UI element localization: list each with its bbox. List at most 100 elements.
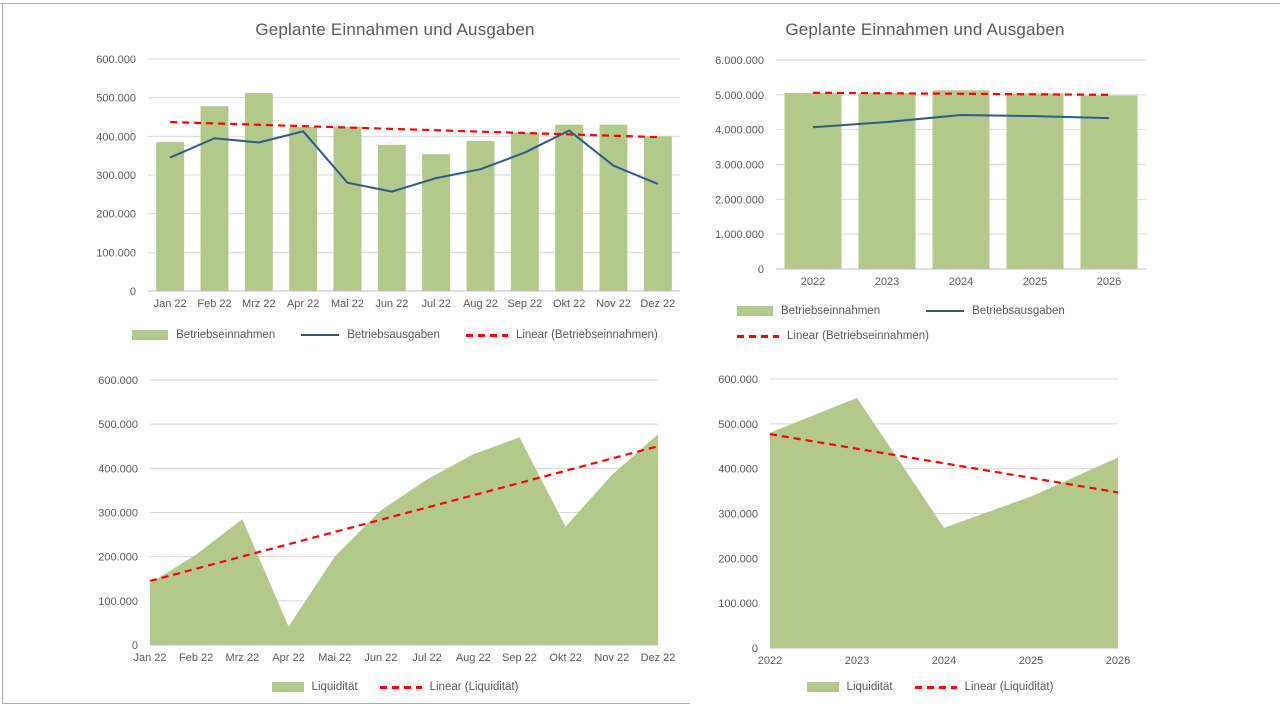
bar-series <box>156 93 672 292</box>
chart-title: Geplante Einnahmen und Ausgaben <box>255 20 535 39</box>
x-tick-label: Jun 22 <box>375 298 408 310</box>
area-series <box>150 434 658 645</box>
x-tick-label: Apr 22 <box>287 298 319 310</box>
x-tick-label: Okt 22 <box>553 298 585 310</box>
x-tick-label: 2023 <box>845 655 869 667</box>
y-tick-label: 400.000 <box>718 464 758 476</box>
x-tick-label: Jul 22 <box>421 298 450 310</box>
y-tick-label: 300.000 <box>718 509 758 521</box>
x-axis-labels: 2022 2023 2024 2025 2026 <box>801 276 1121 288</box>
bar <box>289 127 318 291</box>
y-tick-label: 500.000 <box>96 93 136 105</box>
x-tick-label: Dez 22 <box>641 652 676 664</box>
chart-einnahmen-ausgaben-yearly: Geplante Einnahmen und Ausgaben 0 1.000.0… <box>690 4 1170 356</box>
canvas-bottom-border <box>2 703 690 704</box>
bar <box>932 90 990 270</box>
y-tick-label: 400.000 <box>98 463 138 475</box>
y-tick-label: 2.000.000 <box>715 194 764 206</box>
chart-liquiditaet-yearly: 0 100.000 200.000 300.000 400.000 500.000 600.… <box>690 362 1170 714</box>
legend-item-betriebsausgaben: Betriebsausgaben <box>926 305 1065 317</box>
x-tick-label: Dez 22 <box>640 298 675 310</box>
x-tick-label: 2024 <box>932 655 956 667</box>
y-tick-label: 200.000 <box>718 553 758 565</box>
bar <box>244 93 273 291</box>
legend-label: Linear (Betriebseinnahmen) <box>787 330 929 342</box>
x-tick-label: Mrz 22 <box>242 298 276 310</box>
bar <box>510 132 539 291</box>
bar <box>200 106 229 291</box>
bar <box>1080 95 1138 269</box>
x-tick-label: Nov 22 <box>594 652 629 664</box>
chart-plot-einnahmen-ausgaben-yearly: 0 1.000.000 2.000.000 3.000.000 4.000.000 5.0… <box>715 55 1146 288</box>
bar <box>1006 93 1064 269</box>
dashed-line-swatch-icon <box>914 685 957 689</box>
chart-plot-liquiditaet-yearly: 0 100.000 200.000 300.000 400.000 500.000 600.… <box>718 374 1130 667</box>
y-tick-label: 0 <box>758 264 764 276</box>
x-tick-label: 2024 <box>949 276 973 288</box>
y-tick-label: 4.000.000 <box>715 125 764 137</box>
trend-line <box>149 445 659 583</box>
y-tick-label: 0 <box>752 643 758 655</box>
chart-legend-row-2: Linear (Betriebseinnahmen) <box>737 330 929 342</box>
bar <box>422 154 451 291</box>
y-tick-label: 100.000 <box>96 247 136 259</box>
legend-label: Liquidität <box>311 681 358 693</box>
dashed-line-swatch-icon <box>465 333 508 337</box>
bar <box>599 124 628 291</box>
chart-title: Geplante Einnahmen und Ausgaben <box>785 20 1065 39</box>
x-tick-label: Mai 22 <box>331 298 364 310</box>
dashed-line-swatch-icon <box>379 685 422 689</box>
line-series <box>169 129 659 193</box>
x-tick-label: Mrz 22 <box>226 652 260 664</box>
legend-item-liquiditaet: Liquidität <box>806 681 893 693</box>
bar <box>466 140 495 291</box>
x-tick-label: Mai 22 <box>318 652 351 664</box>
legend-item-betriebsausgaben: Betriebsausgaben <box>301 329 440 341</box>
x-tick-label: Jan 22 <box>133 652 166 664</box>
chart-plot-liquiditaet-monthly: 0 100.000 200.000 300.000 400.000 500.000 600.… <box>98 375 675 664</box>
bar <box>555 124 584 291</box>
x-tick-label: Aug 22 <box>456 652 491 664</box>
canvas-left-border <box>2 3 3 704</box>
bar <box>643 136 672 291</box>
y-tick-label: 100.000 <box>718 598 758 610</box>
x-tick-label: 2026 <box>1097 276 1121 288</box>
legend-label: Linear (Liquidität) <box>964 681 1054 693</box>
legend-label: Liquidität <box>846 681 893 693</box>
x-tick-label: 2026 <box>1106 655 1130 667</box>
x-tick-label: Sep 22 <box>502 652 537 664</box>
legend-item-betriebseinnahmen: Betriebseinnahmen <box>132 329 275 341</box>
y-axis-labels: 0 1.000.000 2.000.000 3.000.000 4.000.000 5.0… <box>715 55 764 276</box>
x-tick-label: Jul 22 <box>412 652 441 664</box>
chart-einnahmen-ausgaben-monthly: Geplante Einnahmen und Ausgaben 0 100.000… <box>0 4 690 356</box>
line-swatch-icon <box>301 334 340 336</box>
bar <box>156 142 185 291</box>
x-tick-label: Nov 22 <box>596 298 631 310</box>
y-tick-label: 200.000 <box>96 209 136 221</box>
line-swatch-icon <box>926 310 965 312</box>
y-tick-label: 6.000.000 <box>715 55 764 67</box>
x-tick-label: Sep 22 <box>507 298 542 310</box>
x-tick-label: Jan 22 <box>154 298 187 310</box>
legend-label: Linear (Betriebseinnahmen) <box>515 329 658 341</box>
dashed-line-swatch-icon <box>737 334 779 338</box>
x-tick-label: Feb 22 <box>179 652 213 664</box>
y-tick-label: 3.000.000 <box>715 160 764 172</box>
bar-swatch-icon <box>737 306 773 316</box>
x-tick-label: 2022 <box>801 276 825 288</box>
y-axis-labels: 0 100.000 200.000 300.000 400.000 500.000 600.… <box>96 54 136 298</box>
legend-label: Betriebsausgaben <box>347 329 440 341</box>
legend-item-linear-betriebseinnahmen: Linear (Betriebseinnahmen) <box>465 329 658 341</box>
y-tick-label: 300.000 <box>96 170 136 182</box>
y-axis-labels: 0 100.000 200.000 300.000 400.000 500.000 600.… <box>718 374 758 655</box>
x-axis-labels: Jan 22 Feb 22 Mrz 22 Apr 22 Mai 22 Jun 22 Jul … <box>133 652 675 664</box>
legend-label: Betriebseinnahmen <box>176 329 276 341</box>
x-tick-label: Aug 22 <box>463 298 498 310</box>
y-tick-label: 0 <box>130 286 136 298</box>
chart-plot-einnahmen-ausgaben-monthly: 0 100.000 200.000 300.000 400.000 500.000 600.… <box>96 54 680 310</box>
y-tick-label: 600.000 <box>96 54 136 66</box>
x-tick-label: 2025 <box>1019 655 1043 667</box>
canvas-top-border <box>0 3 1280 4</box>
chart-legend-row-1: Betriebseinnahmen Betriebsausgaben <box>737 305 1065 317</box>
x-axis-labels: 2022 2023 2024 2025 2026 <box>758 655 1130 667</box>
